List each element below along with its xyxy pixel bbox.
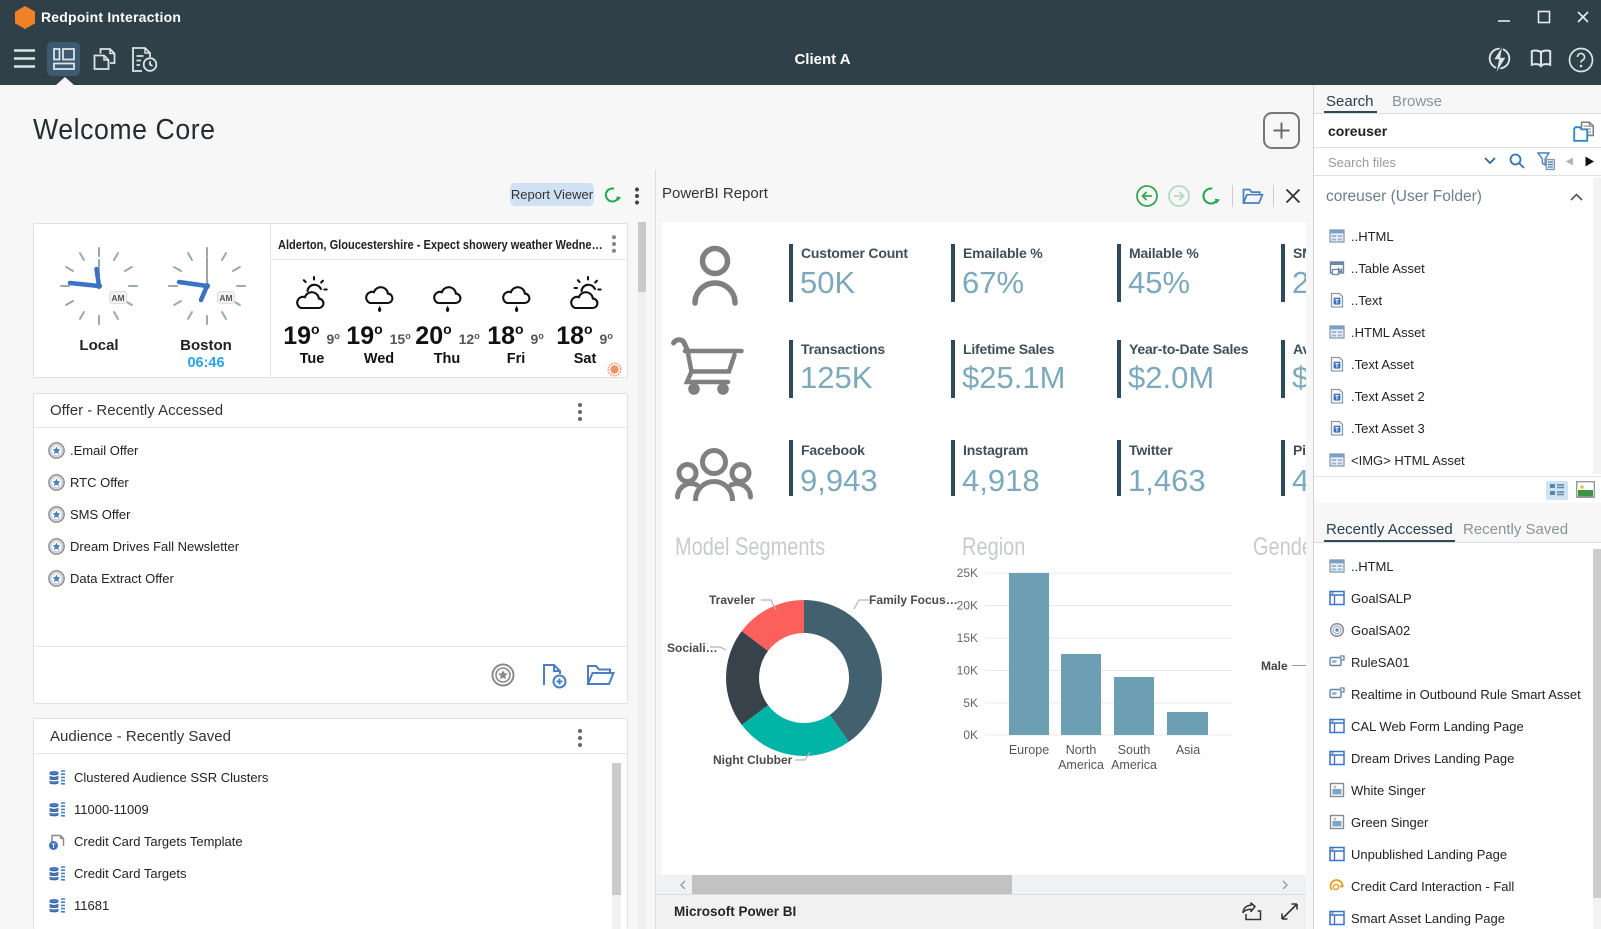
svg-text:5K: 5K <box>963 696 978 710</box>
svg-text:25K: 25K <box>957 566 978 580</box>
svg-text:Asia: Asia <box>1176 743 1200 757</box>
svg-text:0K: 0K <box>963 728 978 742</box>
svg-text:North: North <box>1066 743 1097 757</box>
svg-text:10K: 10K <box>957 664 978 678</box>
svg-text:15K: 15K <box>957 631 978 645</box>
svg-text:America: America <box>1058 758 1104 772</box>
svg-text:South: South <box>1118 743 1151 757</box>
svg-text:20K: 20K <box>957 599 978 613</box>
svg-text:T: T <box>52 843 56 850</box>
svg-text:America: America <box>1111 758 1157 772</box>
svg-text:Europe: Europe <box>1009 743 1049 757</box>
